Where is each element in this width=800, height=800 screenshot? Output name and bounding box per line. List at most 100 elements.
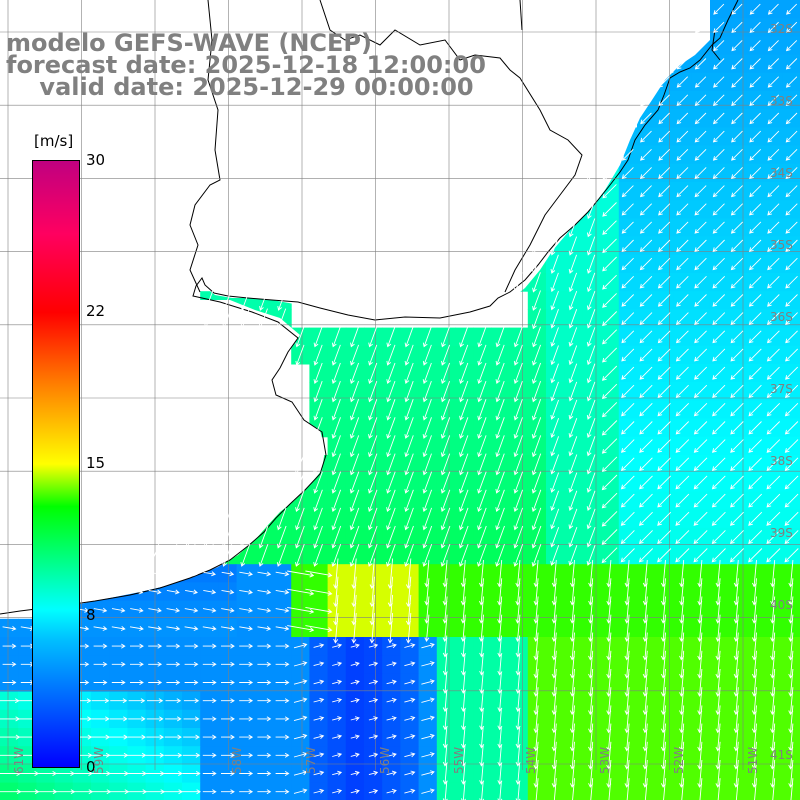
wind-arrow (658, 167, 671, 180)
wind-arrow (767, 130, 780, 143)
wind-arrow (130, 607, 144, 613)
wind-arrow (749, 58, 761, 70)
wind-arrow (421, 752, 435, 758)
wind-arrow (222, 290, 232, 311)
wind-arrow (608, 778, 612, 800)
wind-arrow (531, 453, 542, 476)
wind-arrow (404, 435, 414, 458)
wind-arrow (313, 679, 325, 685)
wind-arrow (239, 789, 254, 795)
wind-arrow (767, 294, 780, 307)
wind-arrow (313, 489, 323, 513)
wind-arrow (185, 543, 196, 567)
wind-arrow (386, 734, 397, 740)
wind-arrow (785, 40, 798, 52)
wind-arrow (513, 471, 524, 494)
wind-arrow (621, 312, 635, 326)
lon-label: 51W (746, 746, 760, 774)
lon-label: 54W (524, 746, 538, 774)
wind-arrow (621, 221, 634, 234)
wind-arrow (257, 661, 272, 667)
wind-arrow (185, 571, 198, 577)
lon-label: 53W (598, 746, 612, 774)
wind-arrow (712, 348, 726, 362)
wind-arrow (146, 734, 164, 740)
wind-arrow (748, 275, 762, 289)
lat-lon-grid (0, 0, 800, 770)
wind-arrow (568, 545, 578, 566)
wind-arrow (676, 94, 689, 107)
wind-arrow (404, 770, 416, 776)
wind-arrow (766, 439, 781, 453)
wind-arrow (166, 680, 181, 685)
wind-arrow (766, 493, 781, 508)
wind-arrow (350, 734, 360, 740)
wind-arrow (586, 272, 596, 293)
wind-arrow (748, 421, 762, 435)
wind-arrow (313, 716, 325, 721)
wind-arrow (349, 525, 360, 549)
wind-arrow (440, 525, 451, 549)
wind-arrow (422, 489, 433, 513)
wind-arrow (657, 530, 672, 545)
wind-arrow (754, 778, 757, 800)
wind-arrow (331, 507, 342, 531)
wind-arrow (730, 348, 744, 362)
wind-arrow (730, 294, 744, 307)
wind-arrow (550, 545, 560, 566)
wind-arrow (350, 679, 360, 685)
wind-arrow (109, 734, 129, 740)
wind-arrow (712, 94, 725, 107)
wind-arrow (204, 308, 214, 330)
wind-arrow (183, 698, 200, 704)
wind-arrow (313, 471, 323, 494)
wind-arrow (257, 607, 272, 613)
wind-arrow (275, 643, 290, 649)
wind-arrow (349, 543, 360, 567)
wind-arrow (639, 384, 653, 399)
wind-arrow (693, 421, 708, 435)
wind-arrow (766, 384, 780, 399)
wind-arrow (784, 530, 799, 545)
wind-arrow (586, 236, 596, 256)
wind-arrow (146, 752, 165, 758)
wind-arrow (2, 643, 17, 649)
wind-arrow (713, 58, 725, 70)
wind-arrow (440, 489, 451, 513)
wind-arrow (639, 203, 653, 216)
wind-arrow (368, 643, 379, 649)
wind-arrow (404, 643, 416, 649)
wind-arrow (404, 788, 416, 794)
wind-arrow (350, 789, 360, 794)
wind-arrow (694, 58, 707, 70)
wind-arrow (164, 752, 183, 758)
wind-arrow (495, 525, 505, 549)
wind-arrow (313, 399, 323, 421)
wind-arrow (601, 456, 618, 472)
wind-arrow (601, 492, 618, 509)
wind-arrow (712, 275, 726, 289)
wind-arrow (313, 453, 323, 476)
wind-arrow (313, 344, 323, 366)
wind-arrow (748, 330, 762, 344)
wind-arrow (767, 3, 779, 15)
wind-arrow (368, 734, 379, 740)
wind-arrow (477, 471, 487, 494)
lat-label: 32S (770, 22, 793, 36)
wind-arrow (386, 525, 396, 549)
wind-arrow (221, 698, 235, 704)
wind-arrow (568, 309, 578, 329)
wind-arrow (184, 626, 199, 631)
wind-arrow (784, 475, 799, 490)
wind-arrow (587, 182, 596, 201)
wind-arrow (203, 589, 217, 595)
wind-arrow (730, 402, 744, 417)
wind-arrow (663, 778, 666, 800)
wind-arrow (367, 525, 378, 549)
wind-arrow (676, 58, 689, 70)
wind-arrow (240, 507, 251, 531)
wind-arrow (694, 148, 707, 161)
wind-arrow (277, 471, 287, 494)
wind-arrow (713, 3, 725, 15)
